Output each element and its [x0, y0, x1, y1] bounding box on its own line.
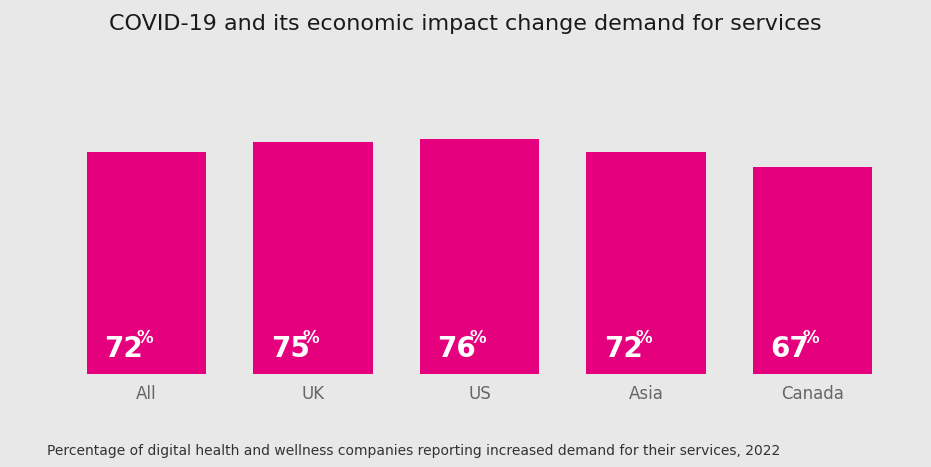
Text: %: %: [469, 329, 486, 347]
Text: 67: 67: [771, 335, 809, 363]
Bar: [87, 152, 207, 374]
Text: 72: 72: [104, 335, 143, 363]
Text: Percentage of digital health and wellness companies reporting increased demand f: Percentage of digital health and wellnes…: [47, 444, 780, 458]
Bar: [752, 167, 872, 374]
Bar: [420, 139, 539, 374]
Text: %: %: [136, 329, 153, 347]
Text: %: %: [303, 329, 319, 347]
Bar: [253, 142, 373, 374]
Text: %: %: [636, 329, 653, 347]
Bar: [586, 152, 706, 374]
Text: 75: 75: [271, 335, 310, 363]
Text: 72: 72: [604, 335, 642, 363]
Text: 76: 76: [438, 335, 477, 363]
Text: COVID-19 and its economic impact change demand for services: COVID-19 and its economic impact change …: [109, 14, 822, 34]
Text: %: %: [803, 329, 818, 347]
